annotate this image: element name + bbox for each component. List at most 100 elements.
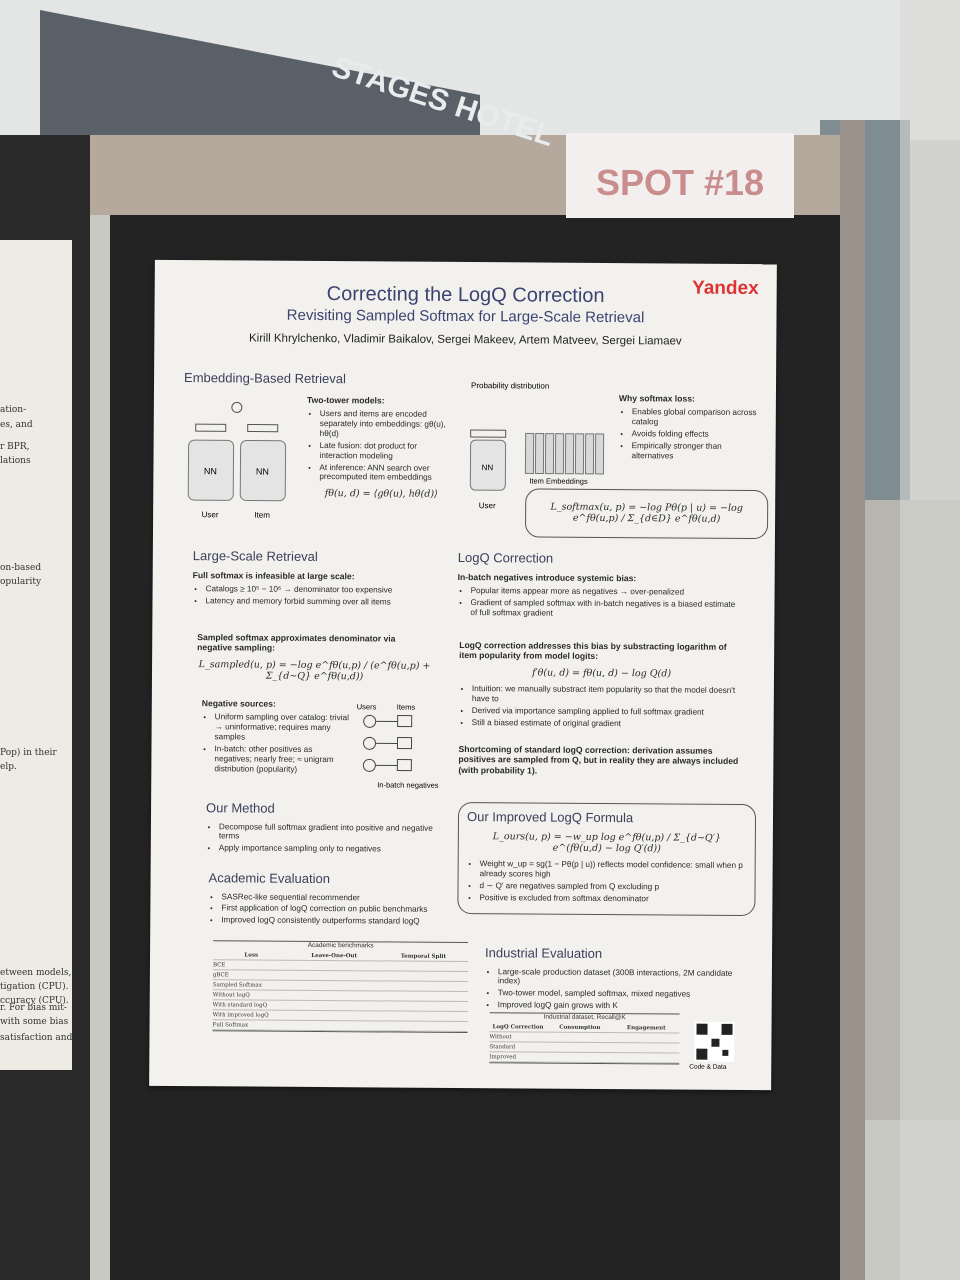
item-embeddings-label: Item Embeddings bbox=[529, 476, 588, 485]
section-heading: LogQ Correction bbox=[457, 549, 554, 566]
section: Our Method Decompose full softmax gradien… bbox=[206, 800, 436, 859]
formula: L_softmax(u, p) = −log Pθ(p | u) = −log … bbox=[550, 501, 743, 526]
section-lead: Negative sources: bbox=[201, 698, 276, 709]
section-lead: LogQ correction addresses this bias by s… bbox=[459, 639, 727, 662]
section-lead: In-batch negatives introduce systemic bi… bbox=[457, 571, 637, 583]
bullet-list: Uniform sampling over catalog: trivial →… bbox=[201, 712, 351, 774]
bullet: Positive is excluded from softmax denomi… bbox=[479, 893, 746, 905]
section: L_softmax(u, p) = −log Pθ(p | u) = −log … bbox=[524, 488, 769, 539]
qr-code bbox=[694, 1021, 735, 1062]
academic-table: Academic benchmarks Loss Leave-One-Out Temp… bbox=[212, 940, 469, 1034]
bullet-list: Decompose full softmax gradient into pos… bbox=[206, 822, 436, 855]
bullet: Apply importance sampling only to negati… bbox=[219, 844, 436, 855]
table-group: Engagement bbox=[626, 1024, 666, 1031]
formula: f′θ(u, d) = fθ(u, d) − log Q(d) bbox=[531, 667, 672, 680]
items-label: Items bbox=[397, 703, 416, 712]
left-poster bbox=[0, 240, 72, 1070]
formula: fθ(u, d) = ⟨gθ(u), hθ(d)⟩ bbox=[324, 488, 438, 501]
bullet: Catalogs ≥ 10⁵ − 10⁶ → denominator too e… bbox=[206, 584, 433, 595]
section: Why softmax loss: Enables global comparis… bbox=[618, 393, 758, 466]
prob-label: Probability distribution bbox=[471, 381, 549, 391]
bullet: Late fusion: dot product for interaction… bbox=[319, 441, 456, 462]
side-text: on-based bbox=[0, 563, 42, 573]
side-text: lations bbox=[0, 456, 31, 466]
table-row: Improved bbox=[489, 1052, 680, 1064]
bullet: Popular items appear more as negatives →… bbox=[471, 586, 743, 598]
section-lead: Why softmax loss: bbox=[618, 393, 695, 404]
section: Our Improved LogQ Formula L_ours(u, p) = … bbox=[457, 801, 757, 916]
subtitle: Revisiting Sampled Softmax for Large-Sca… bbox=[286, 306, 645, 327]
bullet-list: Enables global comparison across catalog… bbox=[619, 407, 759, 461]
section: Shortcoming of standard logQ correction:… bbox=[458, 744, 743, 781]
bullet: Gradient of sampled softmax with in-batc… bbox=[470, 598, 742, 620]
bullet: d ∼ Q′ are negatives sampled from Q excl… bbox=[479, 881, 746, 893]
formula: L_sampled(u, p) = −log e^fθ(u,p) / (e^fθ… bbox=[198, 658, 431, 683]
bullet: Two-tower model, sampled softmax, mixed … bbox=[498, 989, 740, 1001]
poster: Yandex Correcting the LogQ Correction Re… bbox=[149, 259, 777, 1091]
bullet: Improved logQ gain grows with K bbox=[498, 1000, 740, 1012]
table-title: Industrial dataset, Recall@K bbox=[543, 1013, 626, 1022]
bullet: Still a biased estimate of original grad… bbox=[472, 718, 744, 730]
nn-label: NN bbox=[256, 467, 269, 477]
bullet: Weight w_up = sg(1 − Pθ(p | u)) reflects… bbox=[480, 859, 747, 881]
bullet-list: Intuition: we manually substract item po… bbox=[459, 684, 744, 729]
section-lead: Sampled softmax approximates denominator… bbox=[197, 632, 396, 653]
authors: Kirill Khrylchenko, Vladimir Baikalov, S… bbox=[248, 332, 682, 348]
side-text: Pop) in their bbox=[0, 748, 57, 758]
table-group: Leave-One-Out bbox=[311, 952, 358, 959]
section-heading: Our Improved LogQ Formula bbox=[466, 809, 634, 826]
item-label: Item bbox=[254, 511, 270, 520]
section: Negative sources: Uniform sampling over c… bbox=[201, 698, 352, 778]
negatives-diagram: Users Items In-batch negatives bbox=[357, 702, 439, 790]
bullet: Enables global comparison across catalog bbox=[632, 407, 759, 428]
bullet: SASRec-like sequential recommender bbox=[221, 892, 438, 903]
spot-card bbox=[566, 133, 794, 218]
section-heading: Our Method bbox=[206, 800, 275, 816]
board-post bbox=[840, 120, 865, 1280]
bullet: First application of logQ correction on … bbox=[221, 904, 438, 915]
bullet: Intuition: we manually substract item po… bbox=[472, 684, 744, 706]
table-group: Consumption bbox=[559, 1024, 601, 1031]
section-lead: Shortcoming of standard logQ correction:… bbox=[458, 743, 739, 776]
bullet-list: Catalogs ≥ 10⁵ − 10⁶ → denominator too e… bbox=[192, 584, 432, 607]
softmax-diagram: Probability distribution NN Item Embeddi… bbox=[469, 381, 605, 510]
side-text: ccuracy (CPU). bbox=[0, 996, 69, 1006]
building bbox=[40, 10, 480, 140]
table-corner: Loss bbox=[244, 951, 259, 959]
table-group: Temporal Split bbox=[400, 953, 447, 960]
table-row: Full Softmax bbox=[212, 1020, 468, 1033]
side-text: etween models, bbox=[0, 968, 72, 978]
in-batch-label: In-batch negatives bbox=[377, 780, 439, 789]
side-text: opularity bbox=[0, 577, 42, 587]
nn-label: NN bbox=[204, 466, 217, 476]
bullet-list: Large-scale production dataset (300B int… bbox=[485, 967, 740, 1012]
bullet: Improved logQ consistently outperforms s… bbox=[221, 916, 438, 927]
side-text: satisfaction and bbox=[0, 1033, 73, 1043]
table-title: Academic benchmarks bbox=[307, 941, 374, 950]
user-label: User bbox=[479, 501, 496, 510]
section-heading: Large-Scale Retrieval bbox=[192, 548, 318, 564]
users-label: Users bbox=[357, 702, 377, 711]
section-heading: Embedding-Based Retrieval bbox=[184, 370, 346, 387]
bullet-list: Popular items appear more as negatives →… bbox=[457, 586, 742, 620]
bullet-list: Users and items are encoded separately i… bbox=[306, 409, 457, 483]
section: Two-tower models: Users and items are enc… bbox=[306, 395, 457, 507]
qr-caption: Code & Data bbox=[689, 1063, 727, 1071]
bullet-list: Weight w_up = sg(1 − Pθ(p | u)) reflects… bbox=[466, 859, 746, 904]
section-lead: Two-tower models: bbox=[306, 394, 385, 406]
window-frame bbox=[900, 0, 960, 1280]
side-text: ation- bbox=[0, 405, 27, 415]
side-text: es, and bbox=[0, 420, 33, 430]
side-text: with some bias bbox=[0, 1017, 69, 1027]
bullet: Large-scale production dataset (300B int… bbox=[498, 967, 740, 988]
table-corner: LogQ Correction bbox=[492, 1023, 544, 1031]
bullet-list: SASRec-like sequential recommenderFirst … bbox=[208, 892, 438, 927]
side-text: r BPR, bbox=[0, 442, 30, 452]
section: Sampled softmax approximates denominator… bbox=[197, 632, 432, 689]
bullet: Derived via importance sampling applied … bbox=[472, 706, 744, 718]
user-label: User bbox=[202, 510, 219, 519]
side-text: tigation (CPU). bbox=[0, 982, 69, 992]
section: Large-Scale Retrieval Full softmax is inf… bbox=[192, 548, 432, 611]
